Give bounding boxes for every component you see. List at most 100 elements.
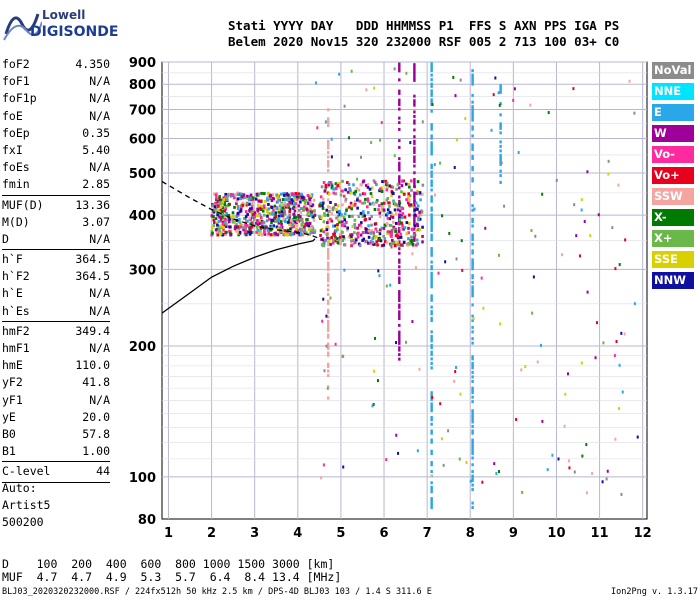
echo-point [430,451,433,455]
echo-point [288,213,291,217]
echo-point [410,188,413,192]
footer-version: Ion2Png v. 1.3.17 [611,587,698,597]
echo-point [398,310,401,314]
echo-point [499,90,502,94]
echo-point [326,236,329,240]
echo-point [260,233,264,237]
echo-point [471,463,474,467]
echo-point [354,238,358,242]
echo-point [249,222,253,226]
echo-point [258,207,262,211]
echo-point [430,361,433,365]
parameter-label: yF1 [2,392,23,407]
echo-point [309,194,312,198]
echo-point [430,235,433,239]
echo-point [473,207,476,211]
echo-point [398,67,401,71]
parameter-value: N/A [89,286,110,301]
echo-point [353,200,357,204]
echo-point [350,69,353,73]
echo-point [471,267,474,271]
echo-point [471,488,474,492]
echo-point [390,228,394,232]
echo-point [580,361,583,365]
echo-point [346,190,350,194]
echo-point [323,241,326,245]
x-tick-label: 10 [547,526,565,541]
echo-point [375,235,378,239]
echo-point [471,447,474,451]
echo-point [379,228,382,232]
echo-point [396,208,400,212]
echo-point [586,290,589,294]
echo-point [279,226,283,230]
echo-point [277,221,281,225]
echo-point [218,227,221,231]
parameter-row: h`F2 364.5 [2,268,110,285]
echo-point [277,198,280,202]
echo-point [224,195,228,199]
echo-point [407,201,410,205]
parameter-label: fxI [2,142,23,157]
echo-point [250,196,254,200]
echo-point [321,197,325,201]
echo-point [359,233,363,237]
echo-point [303,228,307,232]
echo-point [430,488,433,492]
echo-point [276,233,279,237]
echo-point [459,392,462,396]
echo-point [471,470,474,474]
echo-point [513,87,516,91]
echo-point [249,225,252,229]
echo-point [398,98,401,102]
echo-point [294,215,297,219]
echo-point [500,161,503,165]
echo-point [344,197,348,201]
echo-point [264,199,267,203]
echo-point [430,274,433,278]
echo-point [330,236,334,240]
echo-point [430,278,433,282]
echo-point [222,198,226,202]
echo-point [391,215,395,219]
echo-point [398,346,401,350]
ionogram-chart: 1 2 3 4 5 6 7 8 9 10 11 128010020030040050060070080… [129,56,652,541]
echo-point [413,193,416,197]
echo-point [413,191,416,195]
echo-point [398,357,401,361]
echo-point [326,347,330,351]
echo-point [330,212,334,216]
echo-point [398,330,401,334]
echo-point [471,80,474,84]
echo-point [367,241,370,245]
echo-point [413,74,416,78]
echo-point [218,215,221,219]
echo-point [322,180,326,184]
parameter-label: hmF1 [2,341,30,355]
echo-point [345,208,348,212]
echo-point [365,88,368,92]
echo-point [326,369,330,373]
echo-point [617,183,620,187]
echo-point [398,177,401,181]
echo-point [255,230,258,234]
echo-point [380,202,384,206]
parameter-row: foF1 N/A [2,73,110,90]
echo-point [326,243,330,247]
echo-point [405,221,409,225]
echo-point [365,184,368,188]
parameter-value: 57.8 [82,426,110,441]
echo-point [246,224,249,228]
echo-point [236,193,240,197]
echo-point [295,223,299,227]
echo-point [398,260,401,264]
parameter-row: yF2 41.8 [2,374,110,391]
echo-point [251,198,255,202]
echo-point [471,294,474,298]
echo-point [335,225,339,229]
echo-point [419,212,423,216]
echo-point [430,134,433,138]
echo-point [471,325,474,329]
echo-point [326,322,330,326]
echo-point [299,229,302,233]
